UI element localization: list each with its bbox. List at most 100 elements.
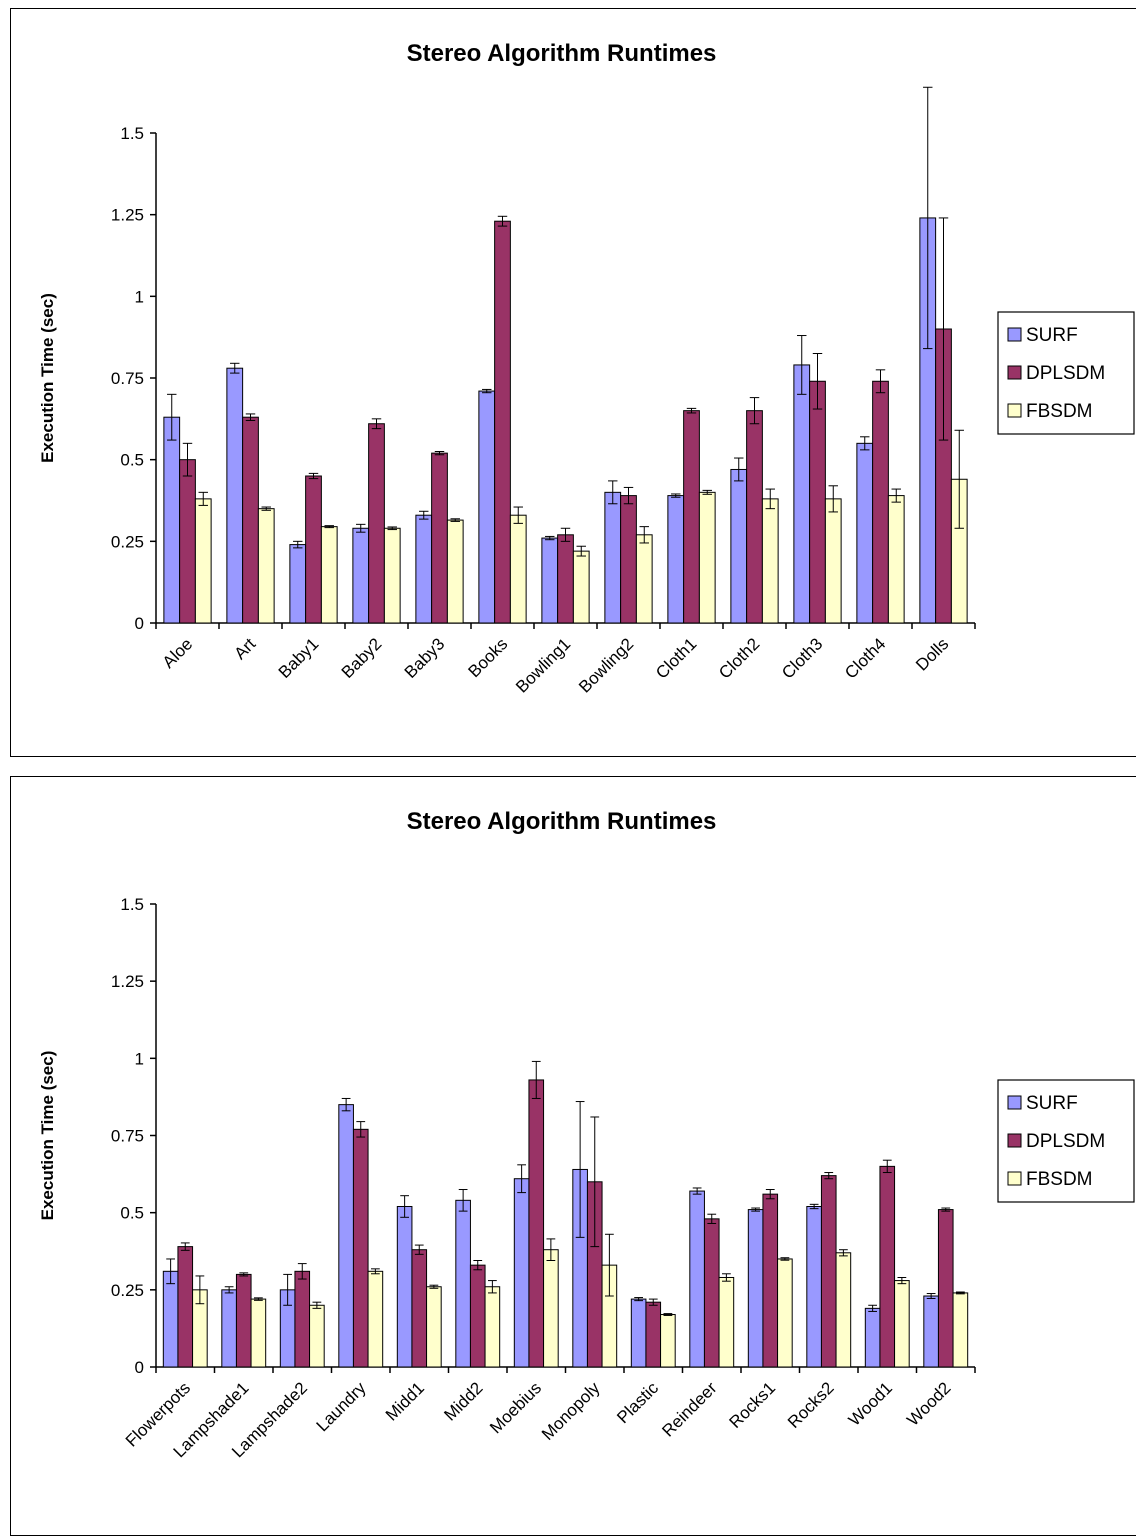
x-tick-label: Cloth2	[715, 634, 763, 682]
y-tick-label: 0.5	[120, 451, 144, 470]
bar	[604, 491, 622, 624]
legend-label: DPLSDM	[1026, 363, 1105, 384]
bar	[309, 1304, 325, 1368]
bar	[620, 495, 637, 624]
y-tick-label: 0	[135, 1358, 144, 1377]
bar	[952, 1292, 969, 1368]
y-tick-label: 1.25	[111, 972, 144, 991]
legend-swatch	[1007, 327, 1022, 342]
bar	[194, 498, 212, 624]
bar	[179, 459, 196, 624]
bar	[396, 1205, 413, 1368]
bar	[513, 1178, 530, 1368]
x-tick-label: Rocks2	[784, 1378, 838, 1432]
bar	[528, 1079, 545, 1368]
legend-label: DPLSDM	[1026, 1131, 1105, 1152]
bar	[509, 514, 527, 624]
bar	[368, 423, 385, 624]
bar	[645, 1301, 662, 1368]
chart-svg-top: Stereo Algorithm Runtimes Execution Time …	[38, 40, 1135, 697]
bar	[809, 380, 826, 624]
bar	[455, 1199, 471, 1368]
bar	[820, 1175, 837, 1368]
bar	[746, 410, 763, 624]
x-tick-label: Bowling1	[512, 634, 574, 696]
x-tick-label: Cloth3	[778, 634, 826, 682]
y-axis-label: Execution Time (sec)	[38, 1051, 57, 1221]
chart-title: Stereo Algorithm Runtimes	[407, 40, 717, 67]
bar	[383, 527, 401, 624]
x-tick-label: Moebius	[486, 1378, 545, 1437]
x-tick-label: Midd2	[440, 1378, 486, 1424]
bar	[872, 380, 889, 624]
legend-label: FBSDM	[1026, 401, 1093, 422]
x-tick-label: Baby2	[338, 634, 386, 682]
bar	[864, 1307, 881, 1368]
bar	[162, 1270, 179, 1368]
bar	[730, 468, 748, 624]
x-tick-label: Baby3	[401, 634, 449, 682]
bar	[257, 508, 275, 624]
bar	[338, 1104, 354, 1368]
bar	[415, 514, 433, 624]
bar	[557, 534, 574, 624]
bar	[824, 498, 842, 624]
x-tick-label: Bowling2	[575, 634, 637, 696]
x-tick-label: Wood2	[903, 1378, 954, 1429]
bar	[294, 1270, 311, 1368]
bar	[541, 537, 559, 624]
bar	[250, 1298, 267, 1368]
y-tick-label: 0	[135, 614, 144, 633]
bar	[221, 1289, 237, 1368]
y-tick-label: 1.5	[120, 895, 144, 914]
bar	[431, 452, 448, 624]
bar	[689, 1190, 705, 1368]
bar	[163, 416, 181, 624]
bar	[667, 495, 685, 624]
x-tick-label: Plastic	[613, 1378, 662, 1427]
bar	[446, 519, 464, 624]
y-tick-label: 1.25	[111, 206, 144, 225]
x-tick-label: Cloth1	[652, 634, 700, 682]
x-tick-label: Reindeer	[658, 1378, 720, 1440]
x-tick-label: Rocks1	[726, 1378, 780, 1432]
chart-svg-bottom: Stereo Algorithm Runtimes Execution Time …	[38, 808, 1135, 1461]
chart-panel-top: Stereo Algorithm Runtimes Execution Time …	[10, 8, 1136, 757]
legend-swatch	[1007, 1171, 1022, 1186]
bar	[320, 526, 338, 624]
bar	[747, 1209, 764, 1368]
x-tick-label: Cloth4	[841, 634, 889, 682]
legend-label: SURF	[1026, 325, 1078, 346]
y-tick-label: 1	[135, 287, 144, 306]
bar	[703, 1218, 720, 1368]
y-tick-label: 0.5	[120, 1204, 144, 1223]
x-tick-label: Art	[231, 634, 260, 663]
bar	[177, 1246, 194, 1368]
y-tick-label: 1	[135, 1049, 144, 1068]
legend-label: SURF	[1026, 1093, 1078, 1114]
x-tick-label: Dolls	[912, 634, 952, 674]
y-tick-label: 0.75	[111, 369, 144, 388]
bar	[698, 491, 716, 624]
bar	[478, 390, 496, 624]
bar	[305, 475, 322, 624]
bar	[937, 1209, 954, 1368]
x-tick-label: Baby1	[275, 634, 323, 682]
chart-panel-bottom: Stereo Algorithm Runtimes Execution Time …	[10, 776, 1136, 1536]
bar	[226, 367, 244, 624]
x-tick-label: Midd1	[382, 1378, 428, 1424]
legend-swatch	[1007, 1133, 1022, 1148]
bar	[411, 1249, 428, 1368]
bar	[494, 220, 511, 624]
bar	[923, 1295, 939, 1368]
y-tick-label: 1.5	[120, 124, 144, 143]
bar	[793, 364, 811, 624]
bar	[887, 495, 905, 624]
bar	[718, 1276, 735, 1368]
bar	[572, 550, 590, 624]
x-tick-label: Monopoly	[538, 1378, 604, 1444]
bar	[806, 1205, 822, 1368]
bar	[484, 1286, 501, 1368]
legend-swatch	[1007, 403, 1022, 418]
legend-label: FBSDM	[1026, 1169, 1093, 1190]
